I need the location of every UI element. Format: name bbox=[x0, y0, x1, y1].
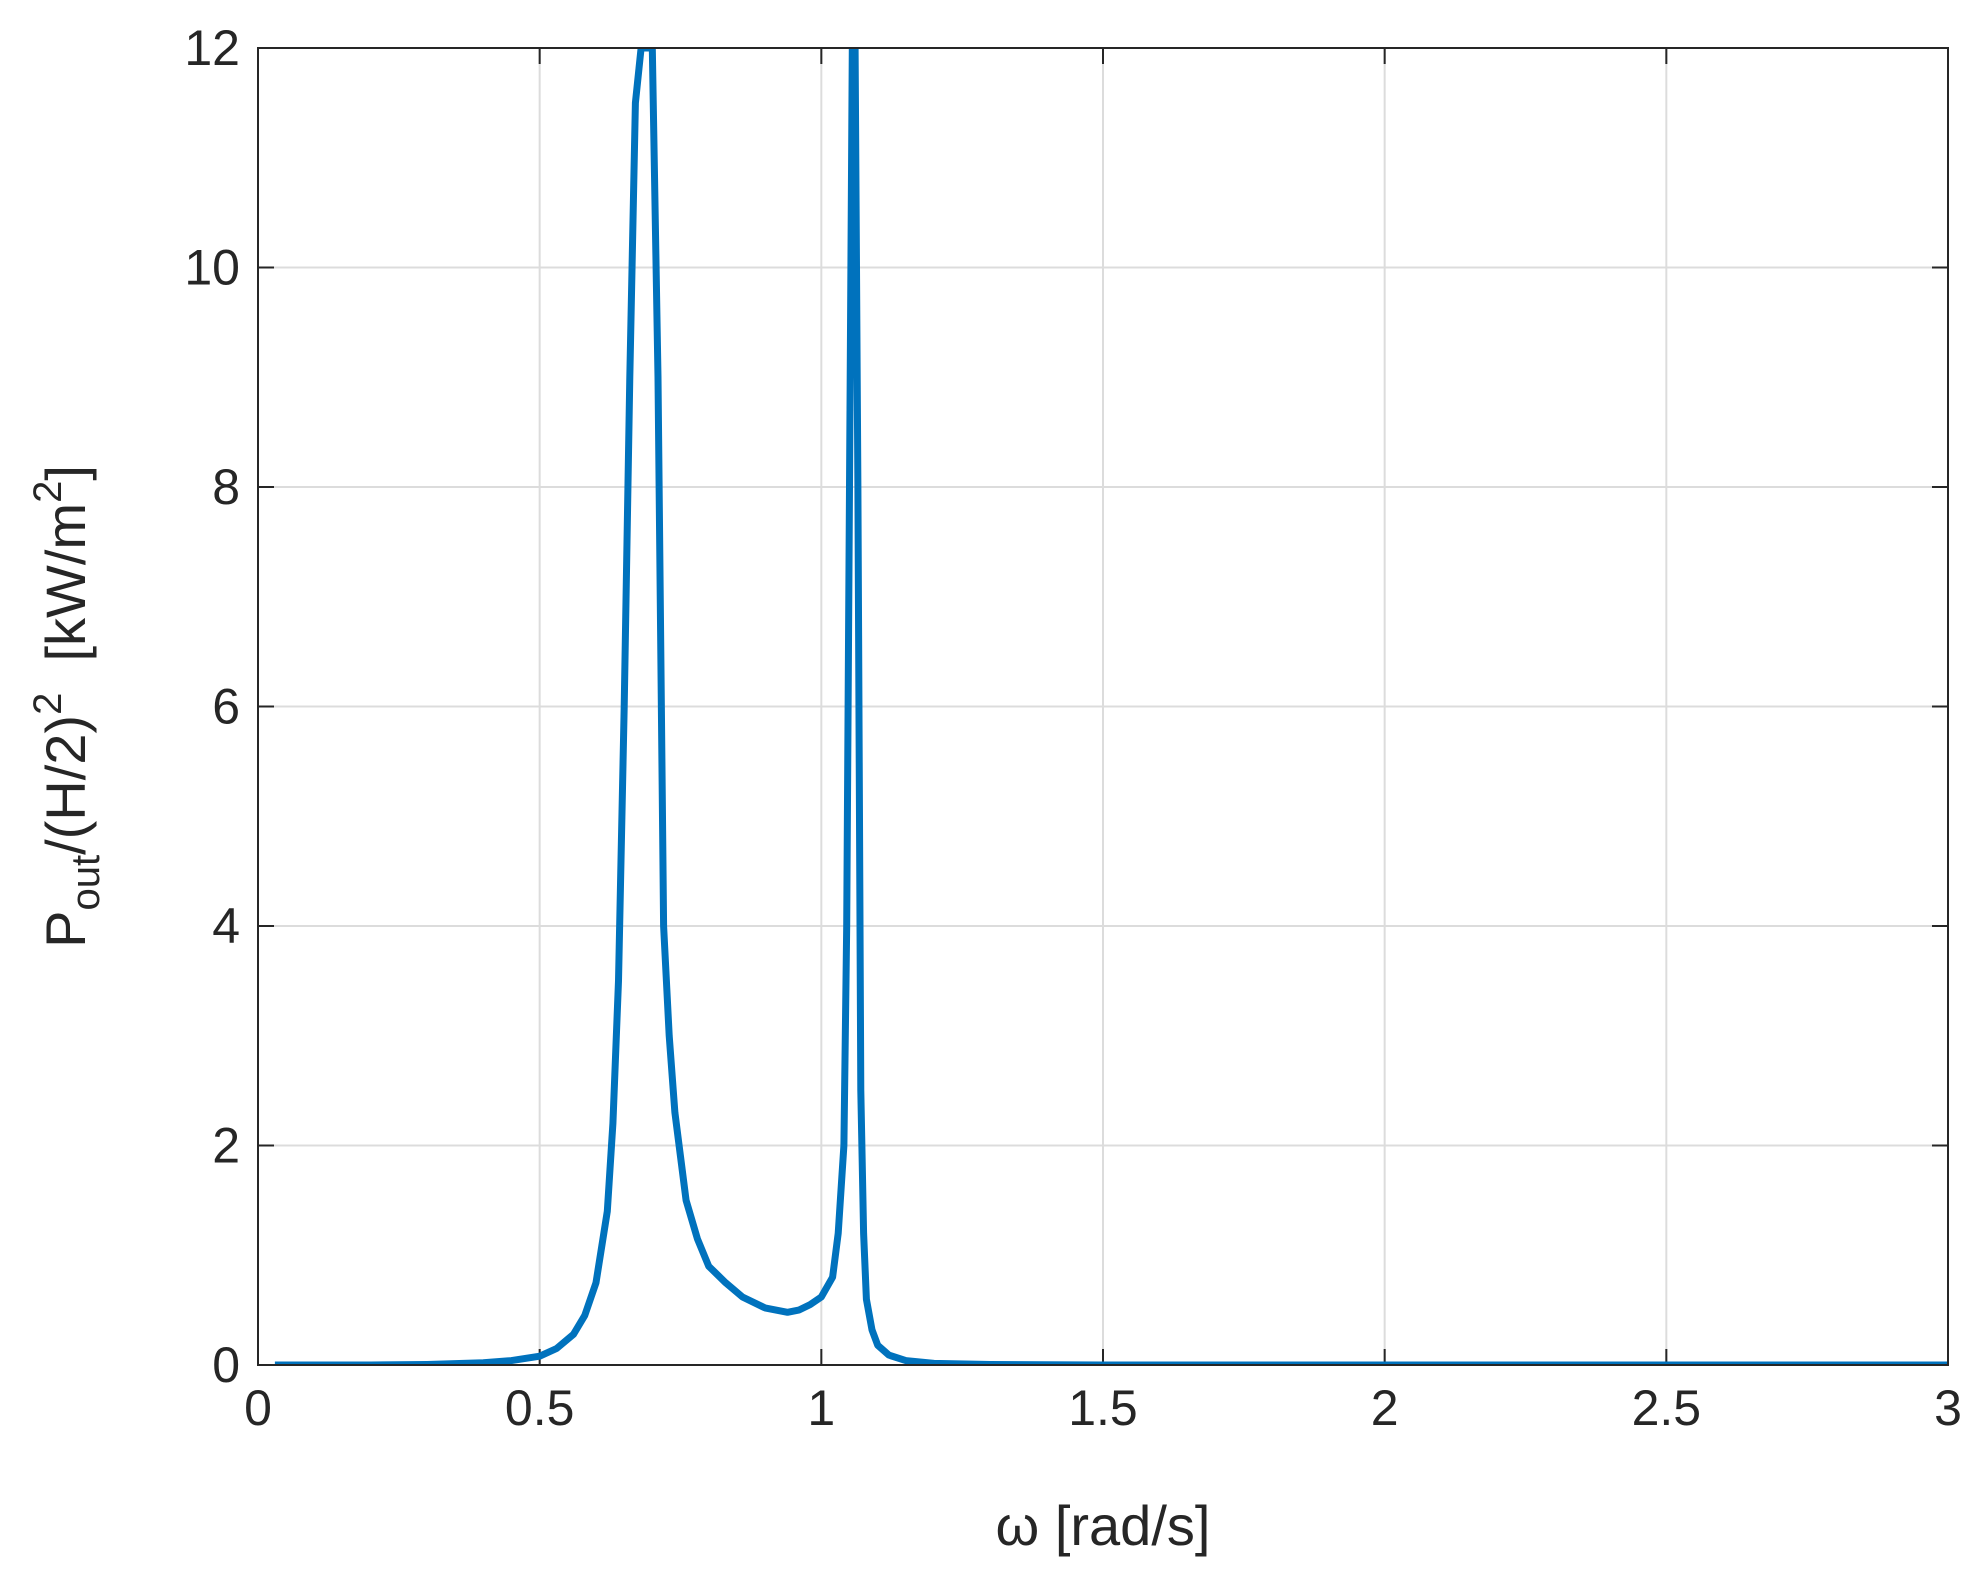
series-group bbox=[274, 48, 1948, 1365]
y-label-close: ] bbox=[34, 465, 97, 481]
x-axis-label: ω [rad/s] bbox=[996, 1494, 1211, 1557]
plot-area-border bbox=[257, 47, 1949, 1366]
y-label-sup2: 2 bbox=[26, 481, 70, 503]
y-label-sup1: 2 bbox=[26, 693, 70, 715]
y-tick-label: 2 bbox=[212, 1118, 240, 1174]
x-tick-label: 2.5 bbox=[1632, 1380, 1702, 1436]
y-tick-label: 4 bbox=[212, 898, 240, 954]
y-tick-label: 10 bbox=[184, 240, 240, 296]
x-tick-label: 3 bbox=[1934, 1380, 1962, 1436]
y-label-mid: /(H/2) bbox=[34, 715, 97, 855]
y-tick-label: 8 bbox=[212, 459, 240, 515]
y-label-unit: [kW/m bbox=[34, 503, 97, 693]
x-tick-labels: 0 0.5 1 1.5 2 2.5 3 bbox=[244, 1380, 1962, 1436]
y-axis-label: Pout/(H/2)2 [kW/m2] bbox=[26, 465, 108, 948]
y-tick-label: 0 bbox=[212, 1337, 240, 1393]
x-tick-label: 1 bbox=[807, 1380, 835, 1436]
grid bbox=[258, 48, 1948, 1365]
y-tick-labels: 0 2 4 6 8 10 12 bbox=[184, 20, 240, 1393]
y-label-base: P bbox=[34, 911, 97, 948]
y-tick-label: 6 bbox=[212, 679, 240, 735]
x-tick-label: 1.5 bbox=[1068, 1380, 1138, 1436]
y-tick-label: 12 bbox=[184, 20, 240, 76]
x-tick-label: 2 bbox=[1371, 1380, 1399, 1436]
y-label-sub: out bbox=[64, 855, 108, 911]
x-tick-label: 0.5 bbox=[505, 1380, 575, 1436]
x-tick-label: 0 bbox=[244, 1380, 272, 1436]
series-line bbox=[274, 48, 1948, 1365]
